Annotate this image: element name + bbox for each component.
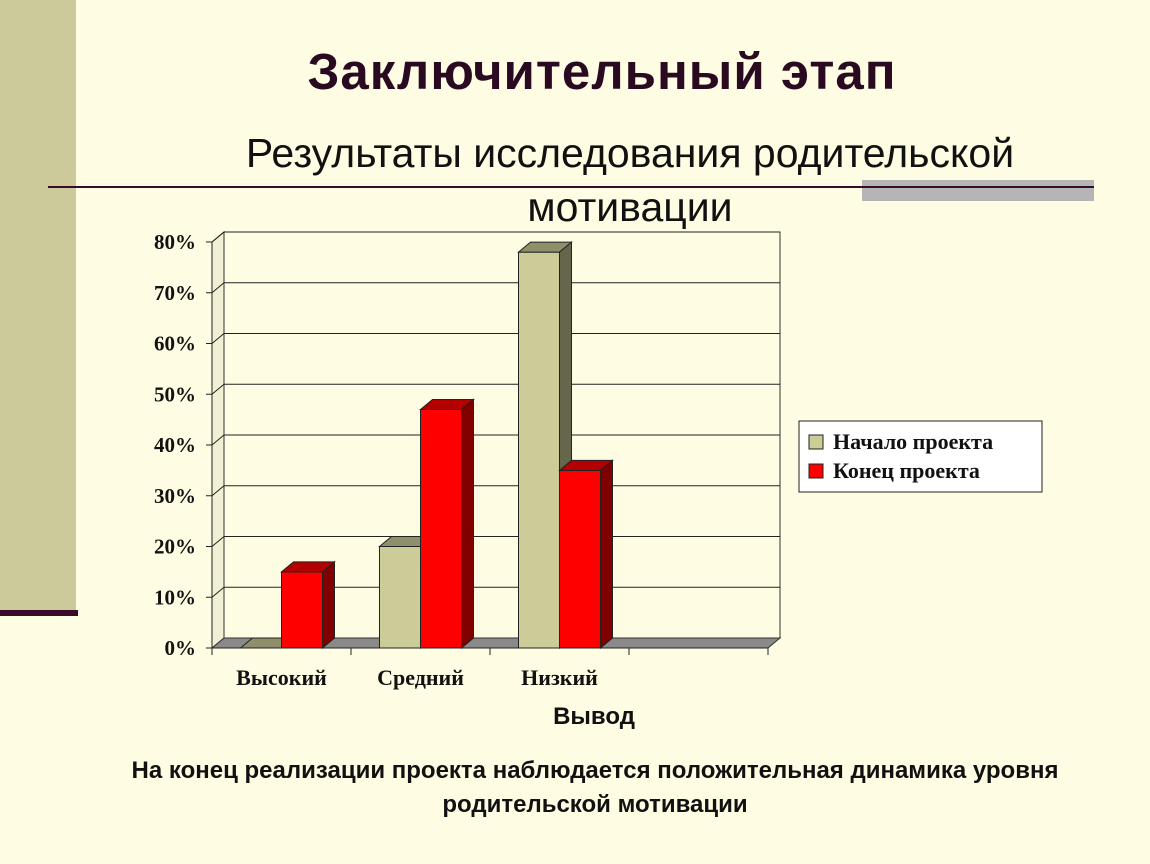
legend-swatch [808,434,824,450]
y-tick-label: 80% [154,230,196,254]
gridline [211,434,780,446]
gridline [211,333,780,344]
bar [420,408,462,649]
legend-swatch [808,463,824,479]
conclusion-text: На конец реализации проекта наблюдается … [131,757,1059,818]
left-decorative-band [0,0,76,612]
x-category-label: Средний [377,665,464,690]
y-tick-label: 20% [154,535,196,559]
bar [559,469,601,649]
y-tick-label: 40% [154,433,196,457]
legend-label: Конец проекта [833,458,980,483]
chart-labels: 0% 10% 20% 30% 40% 50% 60% 70% 80% Высокий Средний… [154,230,598,690]
slide-title: Заключительный этап [307,43,897,100]
conclusion-heading: Вывод [553,703,635,730]
y-tick-label: 30% [154,484,196,508]
slide-subtitle: Результаты исследования родительской мот… [245,130,1015,230]
bar [281,571,323,649]
y-tick-label: 60% [154,332,196,356]
bar-side [600,459,613,650]
chart-bars [239,241,614,650]
bar-side [322,560,335,650]
gridline [211,383,780,395]
y-tick-label: 50% [154,382,196,406]
bar [379,546,421,649]
left-band-underline [0,610,78,616]
divider-accent-line [862,186,1094,188]
x-category-label: Высокий [236,665,327,690]
y-tick-label: 10% [154,585,196,609]
bar-side [461,398,474,650]
bar [518,251,560,649]
chart-legend: Начало проекта Конец проекта [798,420,1043,493]
title-divider-line [48,186,1094,188]
y-tick-label: 70% [154,281,196,305]
x-category-label: Низкий [521,665,598,690]
legend-label: Начало проекта [833,429,993,454]
divider-accent-block [862,180,1094,201]
gridline [211,231,780,243]
gridline [211,282,780,294]
y-tick-label: 0% [165,636,197,660]
legend-box [798,420,1043,493]
